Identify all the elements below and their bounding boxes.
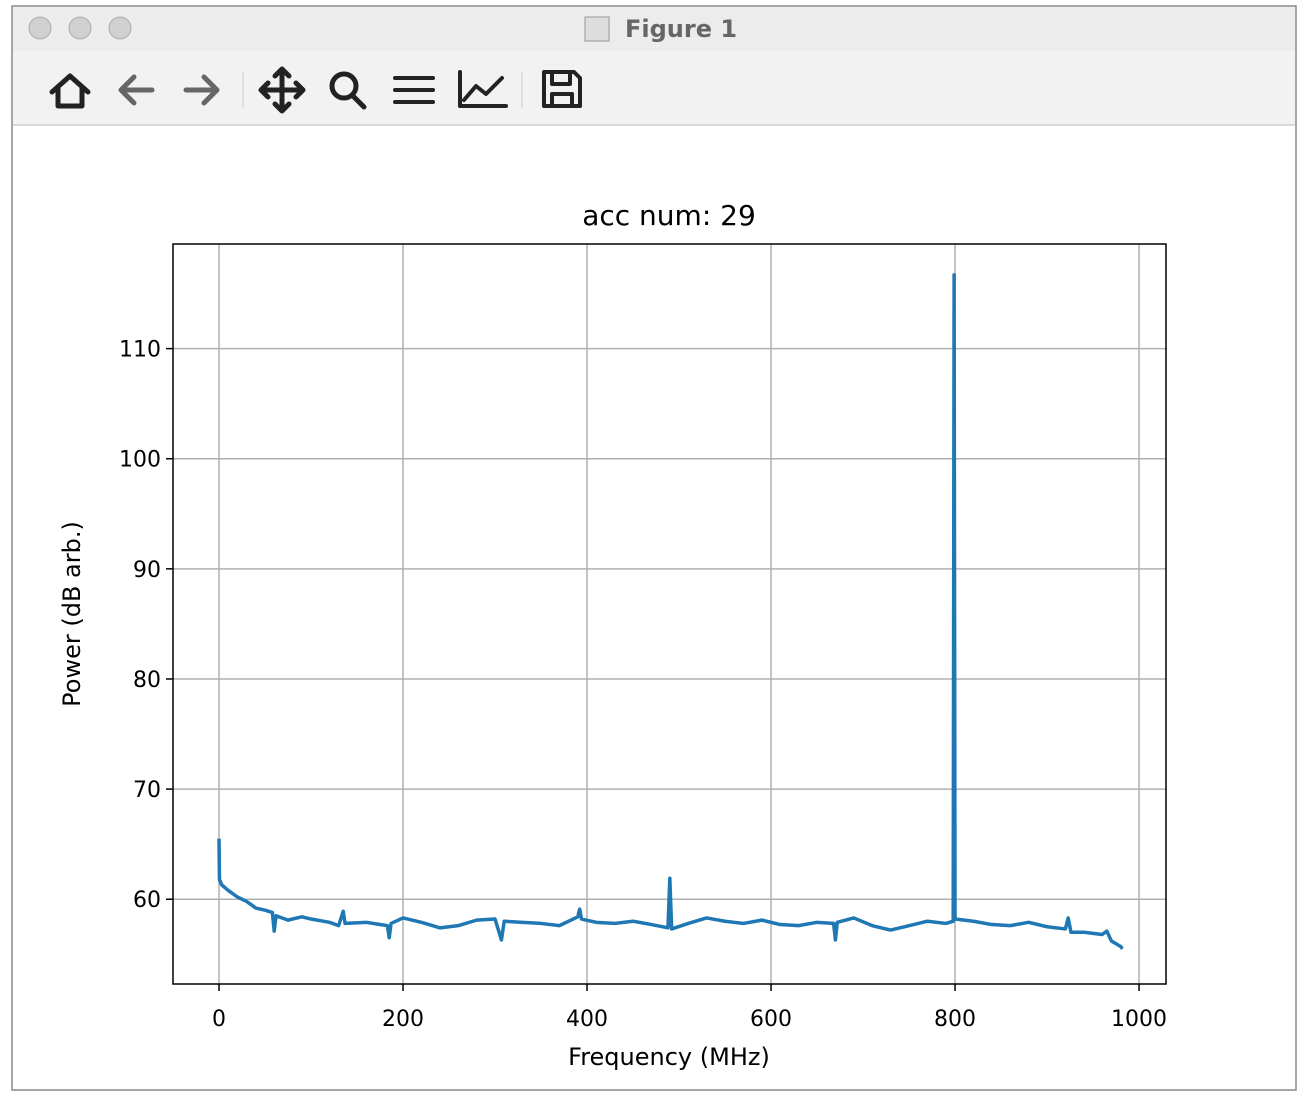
y-axis-label: Power (dB arb.) — [58, 521, 86, 707]
zoom-tool-button[interactable] — [329, 71, 367, 110]
x-tick-label: 600 — [750, 1007, 792, 1032]
y-tick-label: 80 — [133, 668, 161, 693]
back-button[interactable] — [118, 74, 155, 106]
x-tick-label: 0 — [212, 1007, 226, 1032]
zoom-button[interactable] — [108, 16, 132, 40]
chart-title: acc num: 29 — [582, 199, 756, 232]
x-tick-label: 400 — [566, 1007, 608, 1032]
y-tick-label: 70 — [133, 778, 161, 803]
configure-button[interactable] — [393, 76, 435, 104]
close-button[interactable] — [28, 16, 52, 40]
window-frame — [11, 5, 1297, 1091]
data-line — [217, 273, 1124, 950]
title-bar — [13, 7, 1295, 51]
toolbar — [13, 51, 1295, 125]
minimize-button[interactable] — [68, 16, 92, 40]
x-tick-label: 800 — [934, 1007, 976, 1032]
forward-button[interactable] — [183, 74, 220, 106]
y-tick-label: 60 — [133, 888, 161, 913]
home-button[interactable] — [49, 73, 91, 109]
pan-button[interactable] — [258, 66, 306, 114]
window-title: Figure 1 — [625, 15, 737, 43]
y-tick-label: 90 — [133, 558, 161, 583]
x-tick-label: 200 — [382, 1007, 424, 1032]
y-tick-label: 100 — [119, 448, 161, 473]
save-button[interactable] — [542, 70, 582, 108]
x-tick-label: 1000 — [1111, 1007, 1167, 1032]
y-tick-label: 110 — [119, 338, 161, 363]
plot-frame — [172, 243, 1167, 985]
app-icon — [584, 16, 610, 42]
edit-axis-button[interactable] — [458, 70, 508, 108]
x-axis-label: Frequency (MHz) — [568, 1043, 770, 1071]
